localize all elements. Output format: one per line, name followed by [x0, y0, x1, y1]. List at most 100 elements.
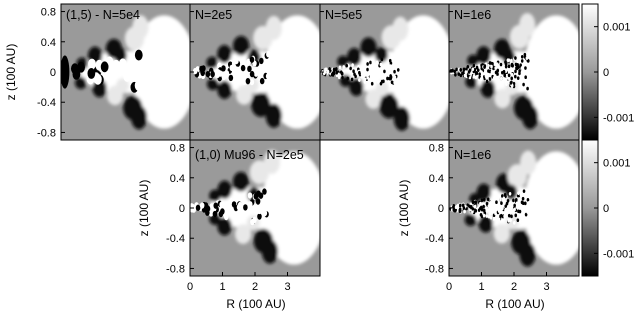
speckle — [526, 198, 530, 202]
speckle — [213, 202, 219, 209]
speckle — [259, 77, 265, 85]
speckle — [234, 57, 239, 65]
speckle — [342, 65, 346, 69]
speckle — [453, 69, 456, 74]
speckle — [499, 62, 503, 67]
y-tick-label: 0 — [438, 203, 444, 215]
speckle — [259, 57, 264, 65]
speckle — [480, 198, 484, 203]
speckle — [517, 65, 520, 70]
speckle — [488, 77, 492, 81]
y-tick-label: 0.8 — [41, 7, 56, 19]
speckle — [506, 199, 510, 203]
speckle — [520, 66, 524, 70]
speckle — [457, 72, 461, 76]
speckle — [524, 201, 527, 206]
speckle — [521, 196, 525, 201]
speckle — [346, 76, 350, 81]
lobe — [464, 213, 477, 227]
y-tick-label: 0.4 — [170, 173, 185, 185]
speckle — [524, 221, 527, 226]
speckle — [512, 81, 516, 86]
speckle — [520, 59, 524, 63]
speckle — [328, 67, 331, 71]
speckle — [522, 60, 526, 65]
lobe — [263, 149, 281, 174]
speckle — [510, 72, 514, 77]
speckle — [262, 188, 267, 195]
speckle — [458, 207, 462, 211]
speckle — [247, 201, 253, 208]
speckle — [262, 209, 268, 217]
speckle — [253, 70, 259, 77]
speckle — [510, 63, 514, 68]
lobe — [234, 224, 252, 244]
speckle — [492, 76, 496, 80]
speckle — [370, 66, 373, 71]
speckle — [369, 70, 373, 74]
lobe — [265, 15, 282, 41]
speckle — [203, 202, 209, 209]
lobe — [476, 46, 491, 65]
speckle — [195, 204, 201, 211]
speckle — [519, 220, 522, 224]
lobe — [374, 47, 388, 63]
speckle — [485, 214, 489, 218]
lobe — [467, 54, 479, 67]
speckle — [205, 209, 210, 216]
lobe — [130, 105, 148, 130]
speckle — [463, 73, 467, 78]
speckle — [495, 200, 498, 205]
speckle — [514, 56, 517, 60]
speckle — [261, 198, 267, 205]
speckle — [507, 64, 511, 69]
speckle — [200, 69, 205, 77]
lobe — [379, 94, 399, 119]
heatmap-panel — [189, 3, 321, 141]
midplane-wedge — [449, 52, 530, 91]
speckle — [464, 70, 468, 75]
speckle — [488, 61, 492, 65]
speckle — [223, 213, 229, 221]
speckle — [474, 71, 478, 75]
lobe — [232, 35, 250, 56]
lobe — [261, 239, 278, 264]
speckle — [330, 72, 334, 77]
speckle — [501, 194, 504, 198]
white-region — [209, 186, 301, 230]
speckle — [257, 213, 262, 220]
lobe — [493, 223, 510, 244]
speckle — [335, 70, 339, 75]
speckle — [525, 56, 529, 60]
speckle — [236, 204, 242, 211]
speckle — [390, 80, 394, 85]
speckle — [506, 58, 510, 62]
speckle — [477, 64, 481, 69]
speckle — [350, 77, 354, 82]
panel-label: (1,5) - N=5e4 — [66, 8, 140, 22]
lobe — [349, 77, 364, 97]
lobe — [217, 80, 232, 99]
speckle — [326, 69, 330, 74]
speckle — [507, 213, 511, 218]
speckle — [487, 214, 491, 219]
lobe — [265, 103, 282, 128]
x-tick-label: 1 — [478, 281, 484, 293]
colorbars-group: 0.001 0 -0.001 0.001 0 -0.001 — [581, 3, 634, 277]
speckle — [493, 204, 497, 208]
lobe — [232, 171, 250, 192]
lobe — [116, 78, 129, 94]
heatmap-panel — [319, 3, 450, 141]
speckle — [510, 83, 514, 88]
speckle — [525, 205, 529, 210]
speckle — [479, 206, 482, 211]
speckle — [232, 73, 237, 81]
speckle — [503, 193, 507, 197]
speckle — [497, 209, 501, 213]
speckle — [485, 75, 488, 79]
y-tick-label: -0.4 — [37, 97, 56, 109]
speckle — [466, 74, 470, 78]
speckle — [494, 70, 498, 75]
speckle — [122, 66, 131, 78]
heatmap-panel — [448, 3, 580, 141]
